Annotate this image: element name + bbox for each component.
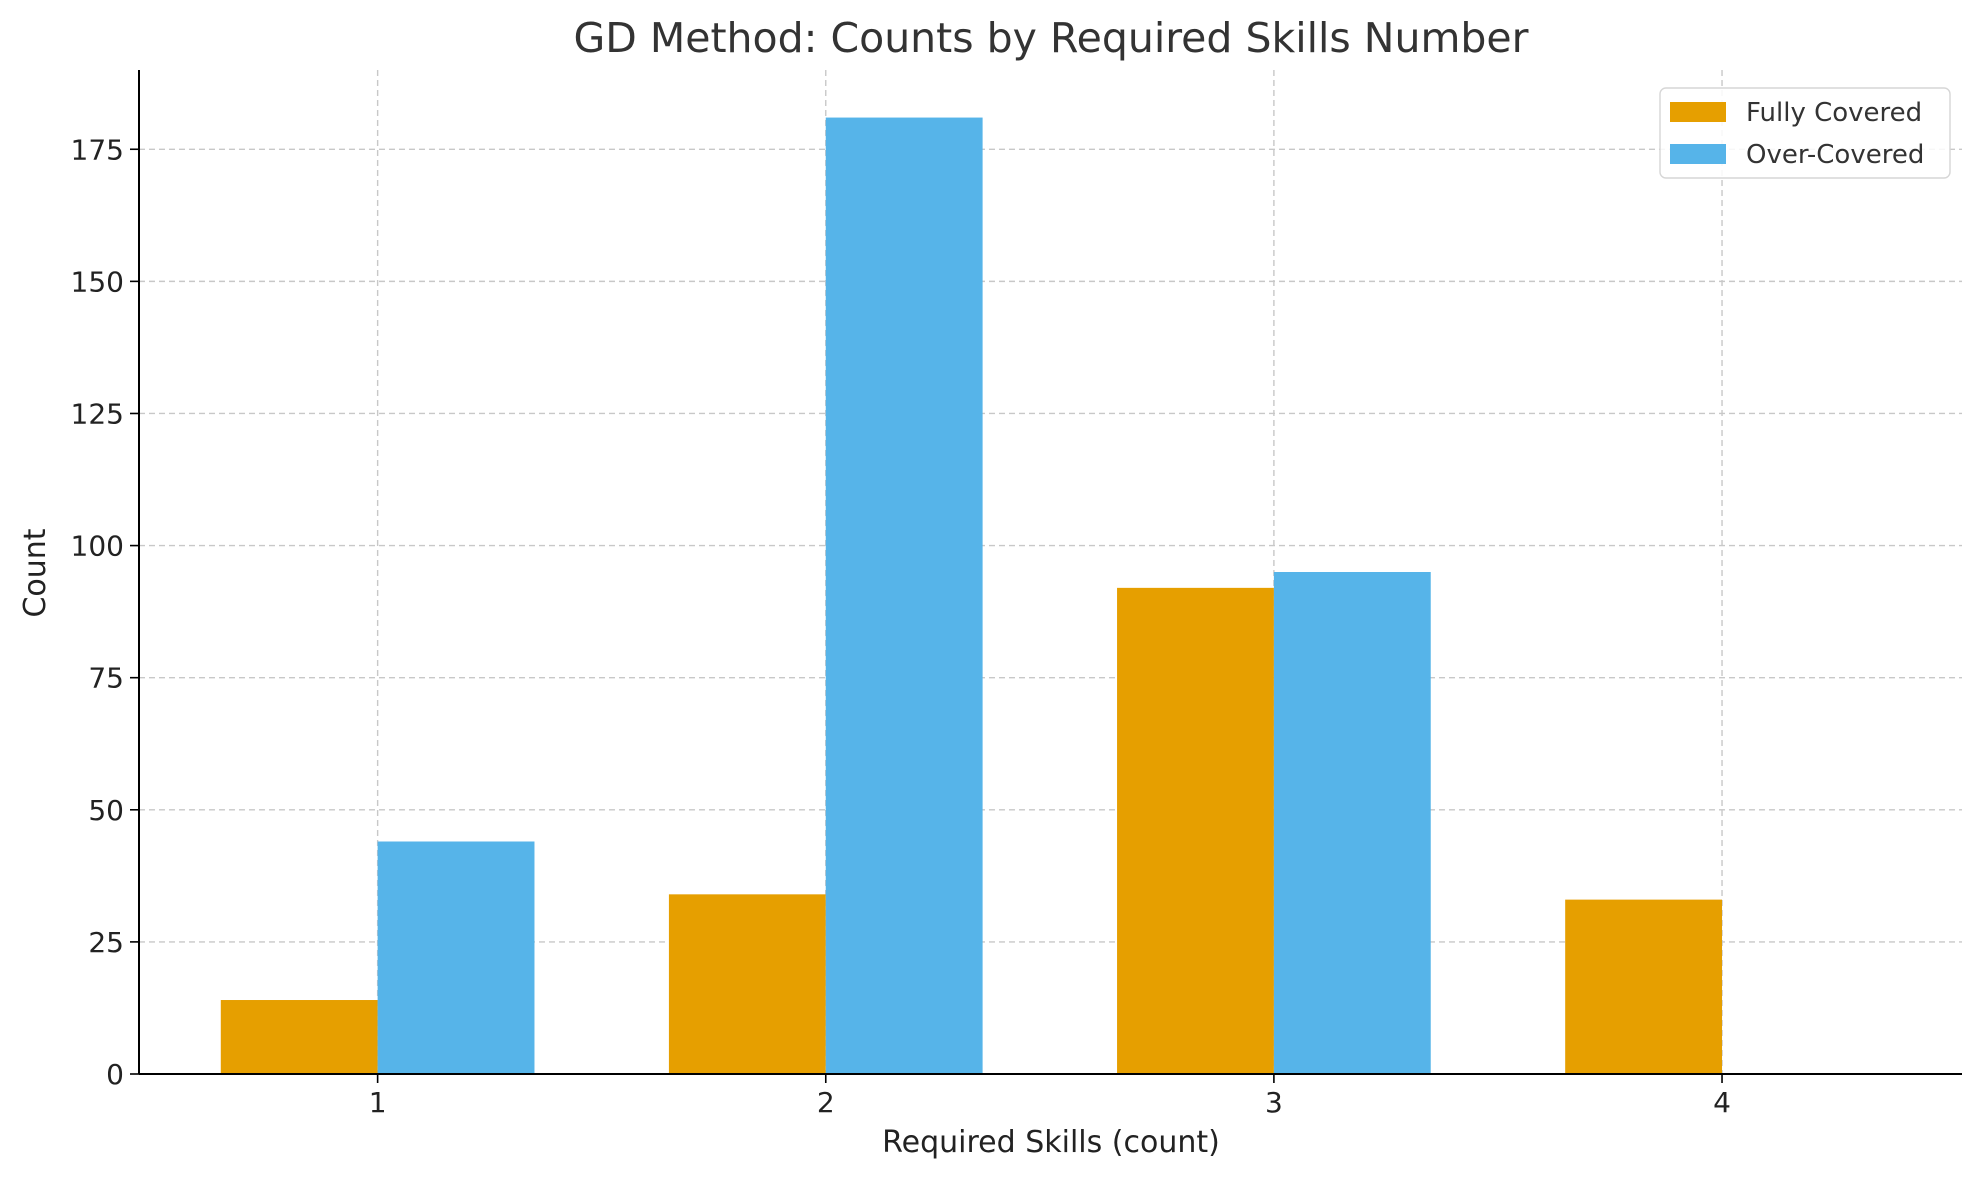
- chart-title: GD Method: Counts by Required Skills Num…: [573, 14, 1528, 62]
- y-tick-label: 25: [88, 926, 124, 959]
- bars: [220, 117, 1723, 1075]
- bar-over-covered-3: [1273, 572, 1431, 1074]
- bar-over-covered-1: [377, 841, 535, 1074]
- x-tick-label: 2: [817, 1086, 835, 1119]
- x-tick-label: 3: [1265, 1086, 1283, 1119]
- y-tick-label: 125: [71, 397, 124, 430]
- y-tick-label: 150: [71, 265, 124, 298]
- legend-swatch: [1670, 102, 1726, 122]
- bar-over-covered-2: [825, 117, 983, 1075]
- y-tick-label: 100: [71, 530, 124, 563]
- y-tick-label: 0: [106, 1058, 124, 1091]
- legend-label: Over-Covered: [1746, 140, 1924, 170]
- ticks: 0 25 50 75 100 125 150 175 1 2 3 4: [71, 133, 1731, 1119]
- y-tick-label: 175: [71, 133, 124, 166]
- legend-label: Fully Covered: [1746, 98, 1922, 128]
- x-tick-label: 1: [369, 1086, 387, 1119]
- y-tick-label: 50: [88, 794, 124, 827]
- bar-fully-covered-4: [1565, 899, 1723, 1074]
- legend-swatch: [1670, 144, 1726, 164]
- x-tick-label: 4: [1713, 1086, 1731, 1119]
- y-axis-label: Count: [18, 528, 53, 617]
- y-tick-label: 75: [88, 662, 124, 695]
- x-axis-label: Required Skills (count): [882, 1125, 1220, 1160]
- legend: Fully Covered Over-Covered: [1659, 87, 1951, 179]
- bar-fully-covered-2: [668, 894, 826, 1074]
- axes: [138, 70, 1962, 1075]
- bar-fully-covered-3: [1117, 587, 1274, 1074]
- legend-box: [1659, 87, 1951, 179]
- bar-fully-covered-1: [220, 1000, 378, 1074]
